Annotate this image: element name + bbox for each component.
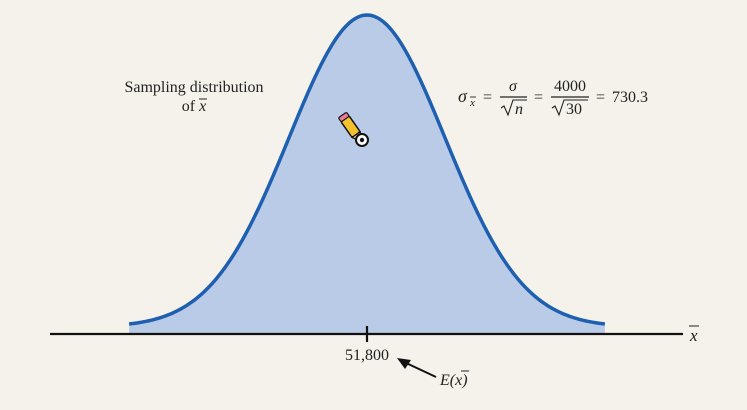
formula-denominator-2: 30 (566, 101, 582, 118)
standard-error-formula: σ x = σ n = 4000 30 = 730.3 (458, 78, 648, 118)
expectation-arrow-shaft (403, 361, 437, 378)
expectation-label: E(x) (439, 372, 468, 389)
formula-sqrt-2 (551, 99, 588, 117)
formula-equals-3: = (596, 89, 605, 106)
formula-sqrt-1 (500, 99, 527, 117)
distribution-label-line1: Sampling distribution (124, 79, 263, 96)
formula-denominator-1: n (515, 101, 523, 118)
formula-numerator-2: 4000 (554, 78, 586, 95)
x-axis-label: x (689, 326, 698, 345)
distribution-label-line2: of x (182, 98, 206, 115)
distribution-area (129, 15, 605, 334)
formula-sigma-subscript: x (469, 97, 475, 109)
arrow-icon (397, 358, 411, 369)
formula-equals-1: = (483, 89, 492, 106)
center-tick-label: 51,800 (345, 347, 389, 364)
formula-numerator-1: σ (509, 78, 518, 95)
distribution-curve (128, 13, 606, 326)
formula-equals-2: = (534, 89, 543, 106)
formula-result: 730.3 (612, 89, 648, 106)
pencil-cursor-dot (359, 137, 365, 143)
formula-sigma: σ (458, 86, 468, 106)
